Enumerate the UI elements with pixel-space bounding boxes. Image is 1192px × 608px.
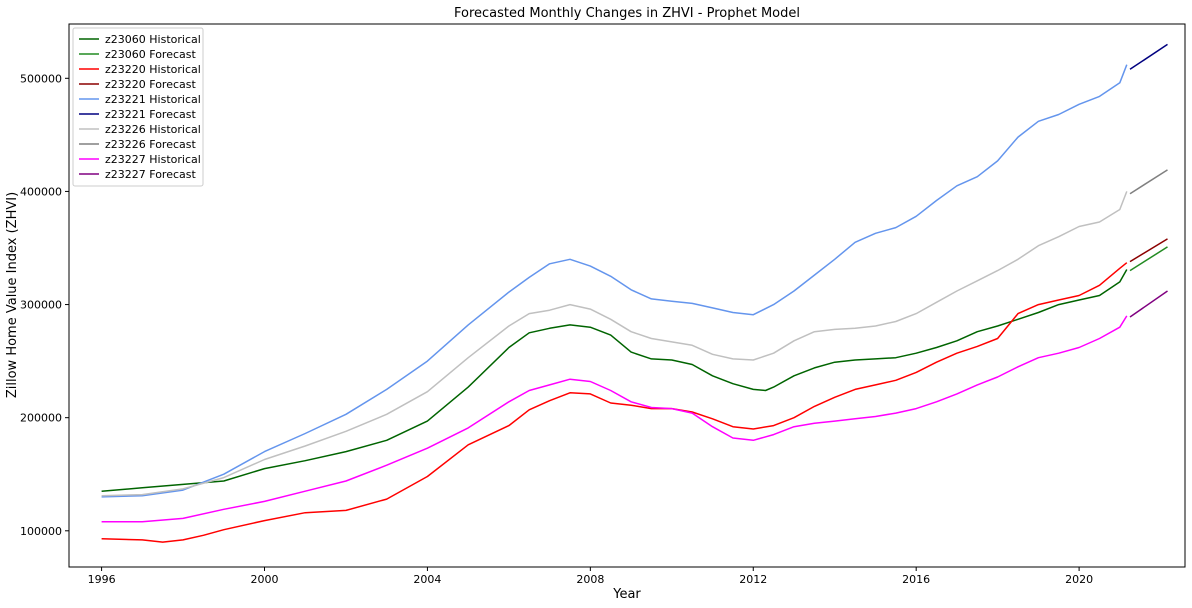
- legend-label: z23220 Historical: [105, 63, 201, 76]
- series-line-z23220-forecast: [1129, 238, 1168, 263]
- series-line-z23220-historical: [101, 262, 1128, 543]
- x-tick-label: 2012: [739, 573, 767, 586]
- y-tick-label: 500000: [20, 72, 62, 85]
- legend-label: z23060 Historical: [105, 33, 201, 46]
- y-axis-title: Zillow Home Value Index (ZHVI): [5, 192, 20, 398]
- legend-label: z23060 Forecast: [105, 48, 196, 61]
- legend-label: z23221 Forecast: [105, 108, 196, 121]
- x-axis-title: Year: [612, 587, 641, 602]
- series-line-z23226-forecast: [1129, 169, 1168, 195]
- y-tick-label: 300000: [20, 299, 62, 312]
- x-tick-label: 2016: [902, 573, 930, 586]
- series-line-z23060-historical: [101, 269, 1128, 492]
- legend: z23060 Historical z23060 Forecast z23220 H…: [72, 27, 204, 187]
- x-axis-ticks: 1996 2000 2004 2008 2012 2016 2020: [88, 567, 1093, 586]
- x-tick-label: 2020: [1065, 573, 1093, 586]
- series-line-z23221-forecast: [1129, 43, 1168, 70]
- series-line-z23227-forecast: [1129, 290, 1168, 318]
- series-line-z23226-historical: [101, 191, 1128, 497]
- x-tick-label: 2008: [576, 573, 604, 586]
- legend-label: z23220 Forecast: [105, 78, 196, 91]
- x-tick-label: 1996: [88, 573, 116, 586]
- legend-label: z23226 Forecast: [105, 138, 196, 151]
- x-tick-label: 2000: [251, 573, 279, 586]
- x-tick-label: 2004: [413, 573, 441, 586]
- series-line-z23221-historical: [101, 64, 1128, 498]
- y-tick-label: 200000: [20, 412, 62, 425]
- legend-box: [72, 27, 204, 187]
- legend-label: z23226 Historical: [105, 123, 201, 136]
- plot-frame: [68, 23, 1186, 568]
- y-tick-label: 400000: [20, 185, 62, 198]
- legend-label: z23221 Historical: [105, 93, 201, 106]
- legend-label: z23227 Historical: [105, 153, 201, 166]
- y-axis-ticks: 100000 200000 300000 400000 500000: [20, 72, 69, 538]
- y-tick-label: 100000: [20, 525, 62, 538]
- series-layer: [101, 43, 1168, 543]
- series-line-z23060-forecast: [1129, 246, 1168, 272]
- chart-title: Forecasted Monthly Changes in ZHVI - Pro…: [454, 6, 800, 21]
- legend-label: z23227 Forecast: [105, 168, 196, 181]
- series-line-z23227-historical: [101, 315, 1128, 523]
